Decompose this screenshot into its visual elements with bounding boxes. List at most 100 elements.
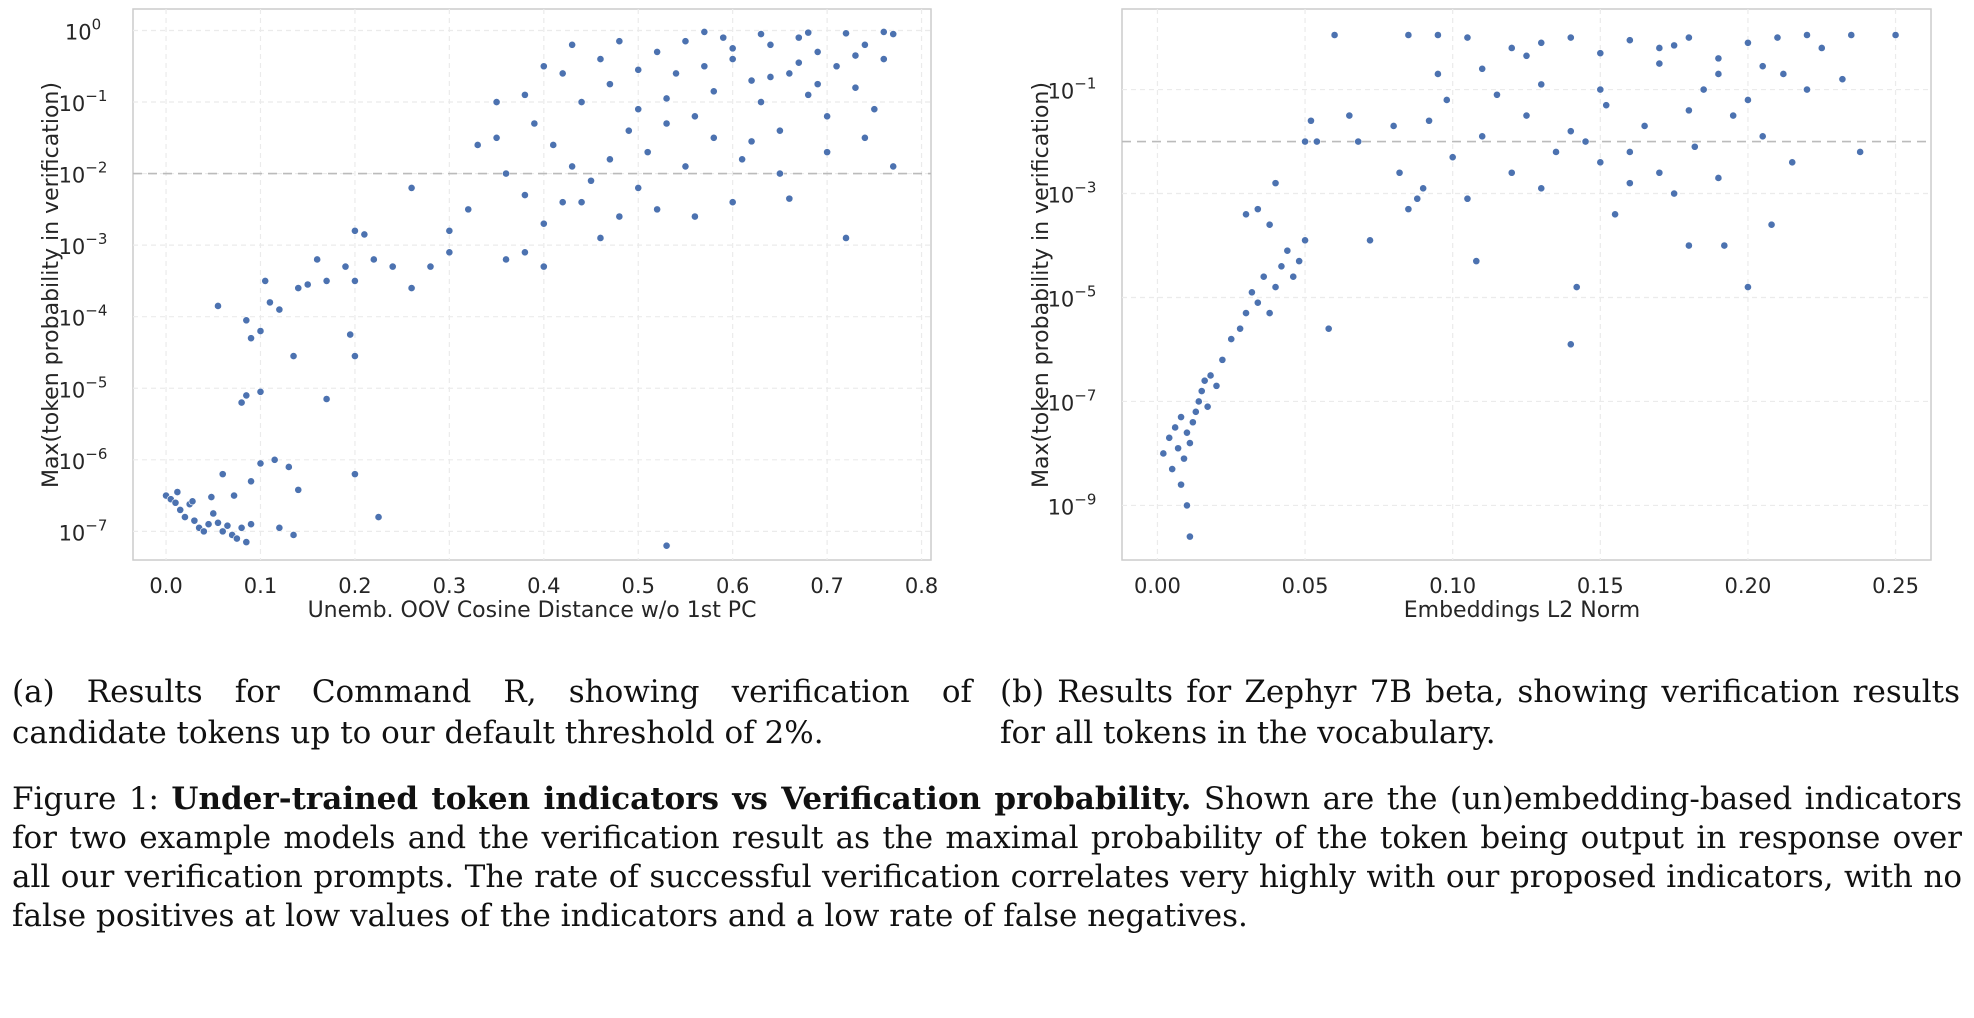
data-point [1699, 85, 1708, 94]
data-point [1779, 70, 1788, 78]
data-point [242, 391, 251, 400]
data-point [823, 112, 832, 121]
data-point [492, 133, 501, 142]
y-tick-label: 10−7 [59, 516, 108, 545]
data-point [1265, 220, 1274, 229]
data-point [1177, 480, 1185, 489]
data-point [842, 29, 850, 38]
data-point [1186, 532, 1194, 541]
data-point [1271, 179, 1280, 188]
data-point [1640, 122, 1649, 130]
y-tick-label: 10−5 [1048, 282, 1097, 311]
y-tick-label: 10−9 [1048, 490, 1097, 519]
y-tick-label: 10−4 [59, 302, 108, 331]
data-point [374, 513, 383, 521]
data-point [1729, 111, 1738, 120]
data-point [407, 183, 416, 192]
data-point [691, 112, 699, 121]
data-point [1277, 262, 1286, 271]
data-point [346, 330, 355, 339]
figure-panels: 0.0 0.1 0.2 0.3 0.4 0.5 0.6 0.7 0.8 100 10−1 10−2 1… [39, 8, 1932, 623]
data-point [1289, 272, 1298, 281]
data-point [1236, 324, 1245, 333]
data-point [1463, 194, 1472, 203]
data-point [247, 477, 255, 486]
data-point [1758, 132, 1767, 141]
data-point [766, 40, 775, 49]
data-point [492, 98, 501, 106]
data-point [1847, 31, 1856, 39]
data-point [719, 33, 728, 42]
data-point [879, 55, 888, 63]
data-point [1611, 210, 1619, 219]
data-point [1168, 465, 1177, 473]
data-point [804, 28, 813, 37]
data-point [237, 523, 246, 532]
data-point [1537, 38, 1546, 47]
data-point [1602, 101, 1611, 110]
data-point [1684, 241, 1693, 250]
data-point [1174, 444, 1182, 453]
data-point [643, 148, 652, 157]
caption-a: (a) Results for Command R, showing verif… [12, 674, 972, 751]
data-point [794, 33, 803, 42]
y-tick-label: 10−1 [59, 87, 108, 116]
data-point [173, 488, 182, 496]
data-point [171, 498, 180, 507]
data-point [634, 105, 643, 114]
y-tick-label: 10−2 [59, 159, 108, 188]
data-point [662, 541, 671, 550]
data-point [1194, 397, 1203, 406]
data-point [1478, 64, 1487, 73]
data-point [1434, 70, 1442, 78]
x-tick-label: 0.00 [1134, 574, 1181, 598]
data-point [615, 37, 624, 46]
data-point [207, 493, 216, 501]
x-tick-label: 0.4 [527, 574, 560, 598]
x-tick-label: 0.5 [622, 574, 655, 598]
data-point [1404, 31, 1413, 39]
data-point [709, 87, 718, 96]
data-point [237, 398, 246, 407]
data-point [1265, 309, 1274, 317]
data-point [1566, 33, 1575, 42]
y-axis-label-a: Max(token probability in verification) [39, 82, 64, 488]
data-point [1690, 142, 1699, 151]
data-point [615, 212, 624, 221]
data-point [214, 518, 222, 527]
x-tick-label: 0.1 [244, 574, 277, 598]
data-point [634, 183, 643, 192]
data-point [1448, 153, 1457, 162]
data-point [1248, 288, 1256, 297]
data-point [1177, 413, 1185, 421]
data-point [1552, 148, 1560, 156]
data-point [1625, 148, 1634, 156]
data-point [1191, 407, 1200, 416]
data-point [1271, 283, 1280, 291]
data-point [261, 277, 270, 285]
data-point [728, 44, 737, 53]
data-point [1472, 257, 1481, 266]
data-point [521, 248, 529, 257]
data-point [242, 538, 251, 547]
data-point [596, 55, 605, 63]
data-point [738, 155, 747, 164]
data-point [1684, 106, 1693, 115]
data-point [223, 521, 232, 530]
data-point [757, 98, 765, 106]
data-point [445, 248, 454, 257]
data-point [1395, 168, 1404, 177]
data-point [606, 80, 614, 89]
data-point [426, 262, 435, 271]
data-point [1354, 137, 1363, 146]
x-tick-label: 0.3 [433, 574, 466, 598]
data-point [1180, 454, 1188, 463]
data-point [199, 527, 208, 536]
data-point [1522, 51, 1531, 60]
data-point [1197, 387, 1206, 395]
data-point [1389, 122, 1398, 130]
data-point [813, 80, 822, 89]
y-tick-label: 100 [65, 15, 101, 44]
data-point [568, 162, 577, 171]
data-point [1714, 70, 1723, 78]
